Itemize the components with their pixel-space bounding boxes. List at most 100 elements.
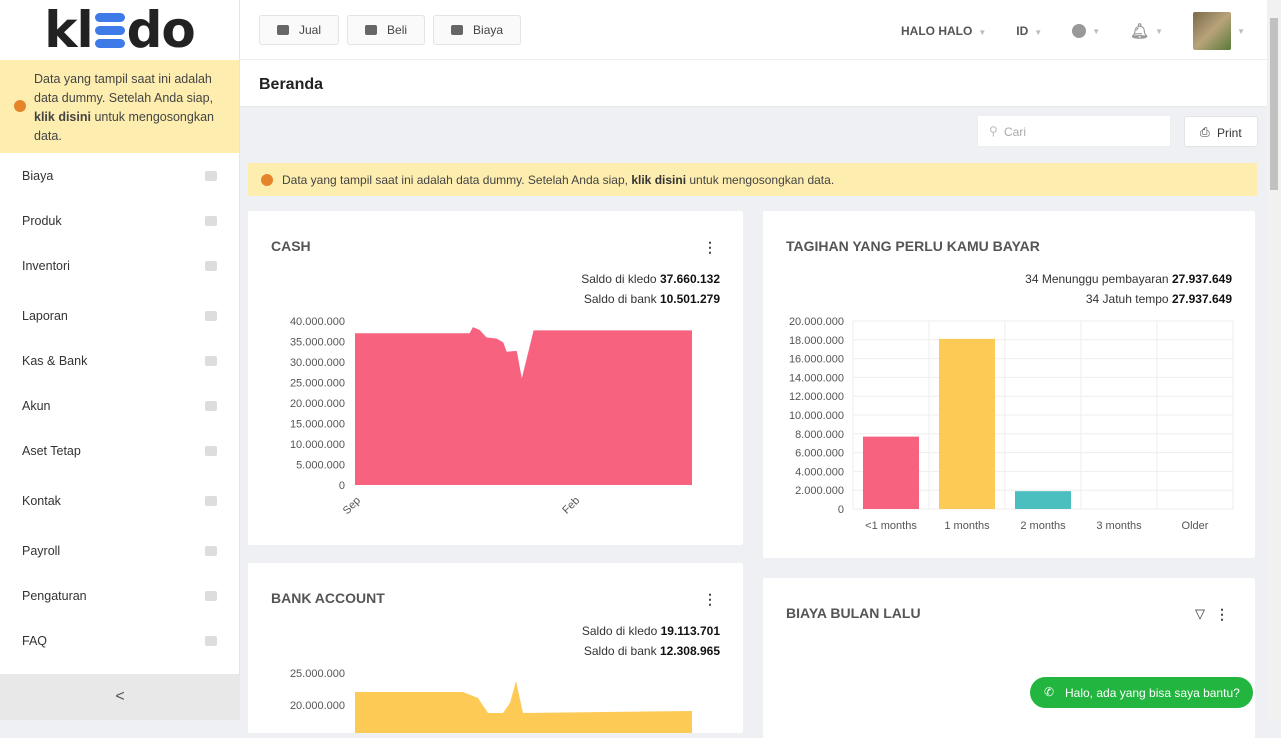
sidebar-dummy-alert: Data yang tampil saat ini adalah data du… xyxy=(0,60,239,153)
x-tick-label: 1 months xyxy=(944,520,990,532)
menu-icon xyxy=(205,495,217,506)
clock-icon xyxy=(1072,24,1087,38)
menu-icon xyxy=(205,400,217,411)
cash-area-chart: 40.000.000 35.000.000 30.000.000 25.000.000… xyxy=(290,316,692,517)
sidebar-item-label: Biaya xyxy=(22,168,54,183)
menu-icon xyxy=(205,310,217,321)
collapse-sidebar-button[interactable]: < xyxy=(0,674,240,720)
y-tick-label: 10.000.000 xyxy=(290,439,345,451)
y-tick-label: 16.000.000 xyxy=(789,354,844,366)
card-title: BIAYA BULAN LALU xyxy=(786,605,921,621)
company-menu[interactable]: HALO HALO ▼ xyxy=(901,24,987,38)
sidebar-item-label: Kas & Bank xyxy=(22,353,88,368)
bank-area xyxy=(355,681,692,733)
dummy-data-alert: Data yang tampil saat ini adalah data du… xyxy=(248,163,1257,196)
x-tick-label: Sep xyxy=(341,495,363,517)
sidebar-item-kontak[interactable]: Kontak xyxy=(0,478,239,523)
sidebar-item-faq[interactable]: FAQ xyxy=(0,618,239,663)
x-tick-label: <1 months xyxy=(865,520,917,532)
clear-data-link[interactable]: klik disini xyxy=(631,173,687,187)
jual-button[interactable]: Jual xyxy=(259,14,340,45)
sidebar-item-label: Produk xyxy=(22,213,62,228)
print-button[interactable]: ⎙ Print xyxy=(1184,116,1258,147)
sidebar-item-produk[interactable]: Produk xyxy=(0,198,239,243)
y-tick-label: 20.000.000 xyxy=(290,700,345,712)
sidebar: kl do Data yang tampil saat ini adalah da… xyxy=(0,0,240,720)
tagihan-bar-chart: 20.000.000 18.000.000 16.000.000 14.000.000… xyxy=(789,316,1234,532)
y-tick-label: 35.000.000 xyxy=(290,337,345,349)
search-icon: ⚲ xyxy=(989,124,998,138)
sidebar-item-akun[interactable]: Akun xyxy=(0,383,239,428)
sidebar-item-label: Payroll xyxy=(22,543,61,558)
sidebar-item-pengaturan[interactable]: Pengaturan xyxy=(0,573,239,618)
y-tick-label: 40.000.000 xyxy=(290,316,345,328)
menu-icon xyxy=(205,445,217,456)
printer-icon: ⎙ xyxy=(1200,125,1210,139)
biaya-bulan-lalu-card: BIAYA BULAN LALU ▽ ⋮ xyxy=(763,578,1255,738)
y-tick-label: 20.000.000 xyxy=(290,398,345,410)
more-menu-icon[interactable]: ⋮ xyxy=(1215,606,1229,622)
language-menu[interactable]: ID ▼ xyxy=(1016,24,1043,38)
bag-icon xyxy=(365,24,378,35)
whatsapp-icon: ✆ xyxy=(1044,685,1055,699)
whatsapp-chat-button[interactable]: ✆ Halo, ada yang bisa saya bantu? xyxy=(1030,677,1253,708)
basket-icon xyxy=(277,24,289,35)
notification-menu[interactable]: 🔔︎ ▼ xyxy=(1130,23,1164,40)
menu-icon xyxy=(205,590,217,601)
filter-icon[interactable]: ▽ xyxy=(1195,606,1205,621)
y-tick-label: 14.000.000 xyxy=(789,372,844,384)
sidebar-item-label: Kontak xyxy=(22,493,61,508)
card-title: CASH xyxy=(271,238,311,254)
menu-icon xyxy=(205,355,217,366)
x-tick-label: 3 months xyxy=(1096,520,1142,532)
bar xyxy=(1015,491,1071,509)
sidebar-item-label: Akun xyxy=(22,398,51,413)
y-tick-label: 25.000.000 xyxy=(290,378,345,390)
menu-icon xyxy=(205,545,217,556)
y-tick-label: 25.000.000 xyxy=(290,668,345,680)
y-tick-label: 8.000.000 xyxy=(795,429,844,441)
bar xyxy=(863,436,919,509)
y-tick-label: 15.000.000 xyxy=(290,419,345,431)
kledo-logo[interactable]: kl do xyxy=(44,1,196,59)
menu-icon xyxy=(205,260,217,271)
y-tick-label: 5.000.000 xyxy=(296,460,345,472)
card-title: BANK ACCOUNT xyxy=(271,590,385,606)
sidebar-item-laporan[interactable]: Laporan xyxy=(0,293,239,338)
x-tick-label: Feb xyxy=(560,495,582,517)
y-tick-label: 2.000.000 xyxy=(795,485,844,497)
sidebar-item-biaya[interactable]: Biaya xyxy=(0,153,239,198)
x-tick-label: Older xyxy=(1182,520,1209,532)
card-icon xyxy=(451,24,464,35)
sidebar-item-payroll[interactable]: Payroll xyxy=(0,528,239,573)
more-menu-icon[interactable]: ⋮ xyxy=(703,239,717,255)
sidebar-item-label: FAQ xyxy=(22,633,48,648)
y-tick-label: 0 xyxy=(838,504,844,516)
scrollbar[interactable] xyxy=(1267,0,1281,720)
warning-icon xyxy=(261,174,273,186)
clear-data-link[interactable]: klik disini xyxy=(34,110,91,124)
sidebar-item-label: Laporan xyxy=(22,308,68,323)
biaya-button[interactable]: Biaya xyxy=(433,14,522,45)
search-input[interactable]: ⚲ Cari xyxy=(977,115,1171,147)
more-menu-icon[interactable]: ⋮ xyxy=(703,591,717,607)
beli-button[interactable]: Beli xyxy=(347,14,426,45)
sidebar-item-aset-tetap[interactable]: Aset Tetap xyxy=(0,428,239,473)
menu-icon xyxy=(205,635,217,646)
cash-area xyxy=(355,327,692,485)
sidebar-item-label: Inventori xyxy=(22,258,70,273)
user-menu[interactable]: ▼ xyxy=(1193,12,1245,50)
bell-icon: 🔔︎ xyxy=(1130,23,1150,40)
x-tick-label: 2 months xyxy=(1020,520,1066,532)
y-tick-label: 18.000.000 xyxy=(789,335,844,347)
warning-icon xyxy=(14,100,26,112)
y-tick-label: 12.000.000 xyxy=(789,391,844,403)
y-tick-label: 30.000.000 xyxy=(290,357,345,369)
cash-card: CASH ⋮ Saldo di kledo 37.660.132 Saldo d… xyxy=(248,211,743,545)
sidebar-item-kas-bank[interactable]: Kas & Bank xyxy=(0,338,239,383)
tagihan-card: TAGIHAN YANG PERLU KAMU BAYAR 34 Menungg… xyxy=(763,211,1255,558)
topbar: Jual Beli Biaya HALO HALO ▼ ID ▼ ▼ 🔔︎ ▼ ▼ xyxy=(240,0,1281,60)
sidebar-item-inventori[interactable]: Inventori xyxy=(0,243,239,288)
bar xyxy=(939,338,995,509)
history-menu[interactable]: ▼ xyxy=(1072,24,1100,38)
